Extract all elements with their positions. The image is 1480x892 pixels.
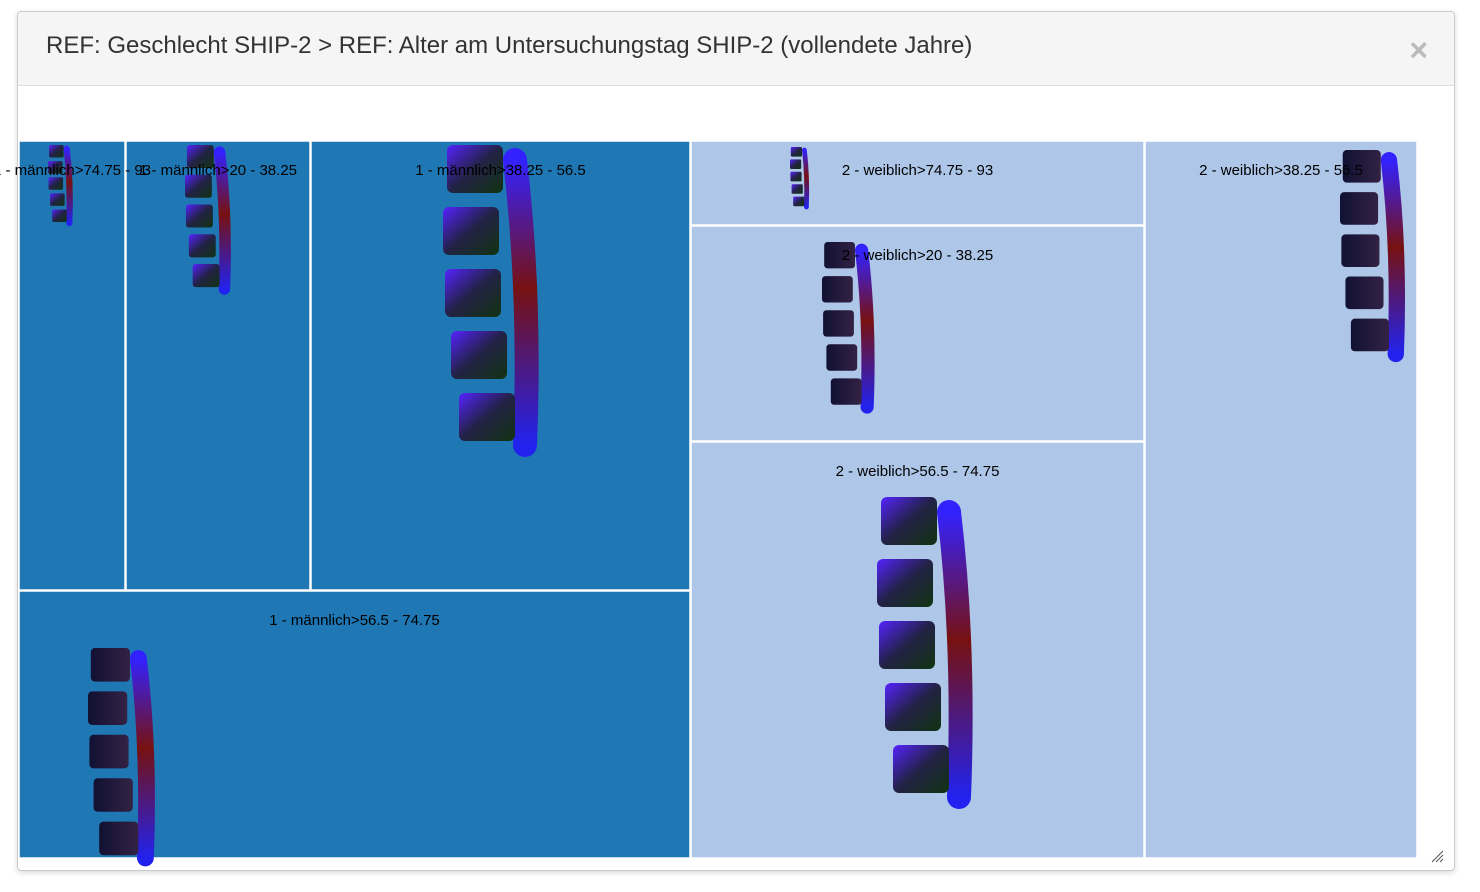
spine-image (790, 147, 810, 210)
vertebra (885, 683, 941, 731)
spine-image (822, 242, 875, 414)
cell-label: 1 - männlich>38.25 - 56.5 (415, 162, 586, 179)
vertebra (99, 821, 139, 856)
modal-header: REF: Geschlecht SHIP-2 > REF: Alter am U… (18, 12, 1454, 86)
treemap-cell (125, 140, 311, 591)
vertebra (93, 778, 133, 812)
vertebra (790, 159, 802, 169)
cell-label: 1 - männlich>74.75 - 93 (0, 162, 151, 179)
spine-image (877, 497, 973, 809)
vertebra (830, 378, 862, 405)
vertebra (826, 344, 858, 371)
spinal-cord (213, 146, 231, 295)
vertebra (459, 393, 515, 441)
vertebra (192, 264, 220, 288)
vertebra (50, 193, 65, 206)
spine-image (185, 145, 231, 295)
vertebra (881, 497, 937, 545)
vertebra (447, 145, 503, 193)
vertebra (188, 234, 216, 258)
vertebra (445, 269, 501, 317)
resize-grip (1431, 850, 1444, 863)
treemap-cell (690, 225, 1145, 442)
vertebra (1340, 192, 1379, 225)
vertebra (88, 691, 128, 725)
vertebra (793, 196, 805, 207)
spinal-cord (855, 243, 875, 414)
cell-label: 2 - weiblich>20 - 38.25 (842, 247, 993, 264)
vertebra (185, 174, 212, 198)
vertebra (823, 310, 854, 337)
vertebra (790, 147, 802, 157)
spine-image (48, 145, 73, 227)
spinal-cord (503, 148, 539, 457)
spine-image (1340, 150, 1406, 363)
cell-label: 1 - männlich>20 - 38.25 (139, 162, 297, 179)
vertebra (90, 648, 130, 682)
vertebra (824, 242, 855, 269)
vertebra (89, 734, 129, 769)
vertebra (822, 276, 853, 303)
vertebra (1345, 276, 1384, 310)
vertebra (1341, 234, 1380, 267)
vertebra (451, 331, 507, 379)
spine-image (443, 145, 539, 457)
treemap-cell (18, 590, 691, 859)
vertebra (879, 621, 935, 669)
spinal-cord (802, 147, 810, 210)
spinal-cord (63, 145, 73, 227)
vertebra (49, 145, 64, 158)
vertebra (186, 145, 214, 169)
cell-label: 2 - weiblich>74.75 - 93 (842, 162, 993, 179)
spinal-cord (1380, 152, 1406, 363)
cell-label: 2 - weiblich>38.25 - 56.5 (1199, 162, 1363, 179)
cell-label: 1 - männlich>56.5 - 74.75 (269, 612, 440, 629)
spinal-cord (937, 500, 973, 809)
vertebra (48, 177, 64, 190)
vertebra (48, 161, 63, 174)
treemap-cell (690, 140, 1145, 226)
vertebra (893, 745, 949, 793)
cell-label: 2 - weiblich>56.5 - 74.75 (836, 463, 1000, 480)
vertebra (185, 204, 213, 228)
vertebra (1342, 150, 1381, 183)
modal-title: REF: Geschlecht SHIP-2 > REF: Alter am U… (46, 32, 973, 59)
vertebra (52, 209, 67, 222)
vertebra (791, 184, 803, 194)
close-button[interactable]: × (1409, 32, 1428, 68)
vertebra (790, 171, 802, 182)
vertebra (877, 559, 933, 607)
vertebra (1350, 318, 1389, 352)
vertebra (443, 207, 499, 255)
spinal-cord (129, 650, 155, 867)
spine-image (88, 648, 155, 867)
